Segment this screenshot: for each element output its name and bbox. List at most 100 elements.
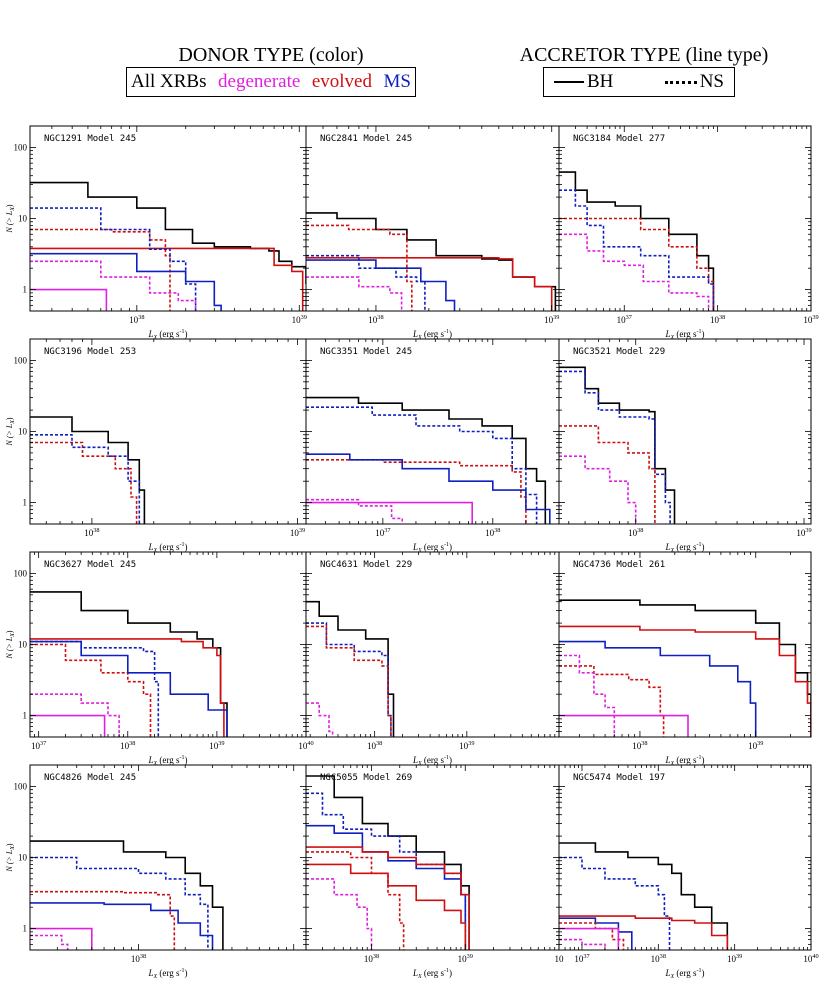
series-ms-bh (559, 640, 757, 737)
x-axis-label: LX (erg s-1) (147, 968, 187, 980)
x-tick-label: 10 (555, 954, 565, 964)
y-axis-label: N (> LX) (5, 630, 16, 660)
panel-title: NGC3196 Model 253 (44, 347, 136, 357)
series-ns-bh (306, 863, 467, 950)
panel-title: NGC3627 Model 245 (44, 560, 136, 570)
panel-5: 1037 1038 LX (erg s-1) NGC3351 Model 245 (305, 338, 560, 554)
x-tick-label: 1039 (209, 740, 224, 751)
panel-frame (305, 551, 560, 738)
y-tick-label: 10 (18, 214, 28, 224)
x-axis-label: LX (erg s-1) (412, 542, 452, 554)
series-ms-bh (30, 902, 214, 950)
series-degenerate-ns (559, 455, 637, 524)
series-ms-ns (30, 434, 141, 524)
panel-12: 1037 1038 1039 1040 LX (erg s-1) NGC5474 Mode… (558, 764, 819, 980)
legend-ns-item: NS (664, 71, 724, 93)
x-tick-label: 1038 (628, 527, 643, 538)
x-axis-label: LX (erg s-1) (664, 755, 704, 767)
dotted-line-swatch (664, 80, 697, 84)
series-ns-ns (306, 851, 405, 950)
x-axis-label: LX (erg s-1) (147, 542, 187, 554)
series-degenerate-ns (30, 934, 69, 950)
panel-8: 1038 1039 LX (erg s-1) NGC4631 Model 229 (305, 551, 560, 767)
x-tick-label: 1039 (459, 740, 474, 751)
x-tick-label: 1039 (292, 314, 307, 325)
panel-series (559, 366, 676, 524)
x-tick-label: 1039 (748, 740, 763, 751)
series-all-xrbs-bh (559, 842, 729, 950)
series-ms-ns (559, 856, 671, 950)
panel-title: NGC2841 Model 245 (320, 134, 412, 144)
series-all-xrbs-bh (30, 840, 224, 950)
series-all-xrbs-bh (306, 600, 395, 737)
y-tick-label: 1 (23, 711, 28, 721)
series-degenerate-bh (306, 501, 473, 524)
panel-series (306, 212, 557, 311)
x-tick-label: 1038 (131, 953, 146, 964)
series-ms-bh (30, 252, 222, 311)
series-all-xrbs-bh (559, 171, 715, 311)
x-tick-label: 1039 (727, 953, 742, 964)
x-tick-label: 1039 (803, 314, 818, 325)
series-ms-ns (30, 856, 209, 950)
series-ms-bh (30, 640, 228, 737)
panel-frame (558, 338, 812, 525)
series-ms-ns (306, 622, 392, 737)
legend-evolved: evolved (311, 71, 372, 92)
series-all-xrbs-bh (306, 775, 470, 950)
solid-line-swatch (554, 81, 584, 83)
x-tick-label: 1038 (120, 740, 135, 751)
x-tick-label: 1038 (368, 314, 383, 325)
series-degenerate-ns (306, 702, 334, 737)
series-all-xrbs-bh (306, 212, 557, 311)
series-bh-bh (559, 915, 729, 950)
panel-title: NGC3184 Model 277 (573, 134, 665, 144)
panel-4: 1 10 100 N (> LX) 1038 1039 LX (erg s-1) NGC319… (5, 338, 307, 554)
series-all-xrbs-bh (559, 599, 811, 737)
series-bh-bh (306, 846, 470, 950)
series-ns-ns (30, 890, 176, 950)
panel-9: 1038 1039 LX (erg s-1) NGC4736 Model 261 (558, 551, 812, 767)
panel-series (559, 599, 811, 737)
series-degenerate-ns (306, 878, 373, 950)
panel-series (306, 600, 395, 737)
x-tick-label: 1038 (84, 527, 99, 538)
panel-title: NGC1291 Model 245 (44, 134, 136, 144)
panel-frame (29, 551, 307, 738)
panel-series (30, 840, 224, 950)
y-tick-label: 100 (14, 142, 28, 152)
y-tick-label: 100 (14, 568, 28, 578)
panel-series (30, 181, 306, 311)
panel-series (559, 171, 715, 311)
panel-title: NGC5474 Model 197 (573, 773, 665, 783)
series-degenerate-ns (30, 260, 197, 311)
panel-title: NGC3351 Model 245 (320, 347, 412, 357)
series-ms-bh (306, 453, 551, 524)
series-all-xrbs-bh (30, 416, 146, 524)
panel-title: NGC5055 Model 269 (320, 773, 412, 783)
legend-ms: MS (383, 71, 411, 92)
series-all-xrbs-bh (30, 181, 306, 284)
panel-series (306, 396, 551, 524)
panel-title: NGC4826 Model 245 (44, 773, 136, 783)
legend-degenerate: degenerate (218, 71, 301, 92)
panel-2: 1038 1039 LX (erg s-1) NGC2841 Model 245 (305, 125, 560, 341)
x-axis-label: LX (erg s-1) (412, 329, 452, 341)
x-tick-label: 1040 (298, 740, 313, 751)
panel-series (30, 591, 228, 737)
series-ns-ns (306, 625, 392, 737)
y-tick-label: 10 (18, 427, 28, 437)
series-degenerate-bh (30, 714, 106, 737)
panel-frame (29, 125, 307, 312)
series-degenerate-bh (30, 927, 93, 950)
x-tick-label: 1039 (544, 314, 559, 325)
series-degenerate-ns (559, 654, 616, 737)
accretor-legend-title: ACCRETOR TYPE (line type) (519, 44, 769, 66)
x-tick-label: 1038 (485, 527, 500, 538)
x-tick-label: 1038 (364, 953, 379, 964)
x-axis-label: LX (erg s-1) (147, 755, 187, 767)
x-axis-label: LX (erg s-1) (147, 329, 187, 341)
series-ms-ns (30, 640, 160, 737)
y-tick-label: 10 (18, 853, 28, 863)
